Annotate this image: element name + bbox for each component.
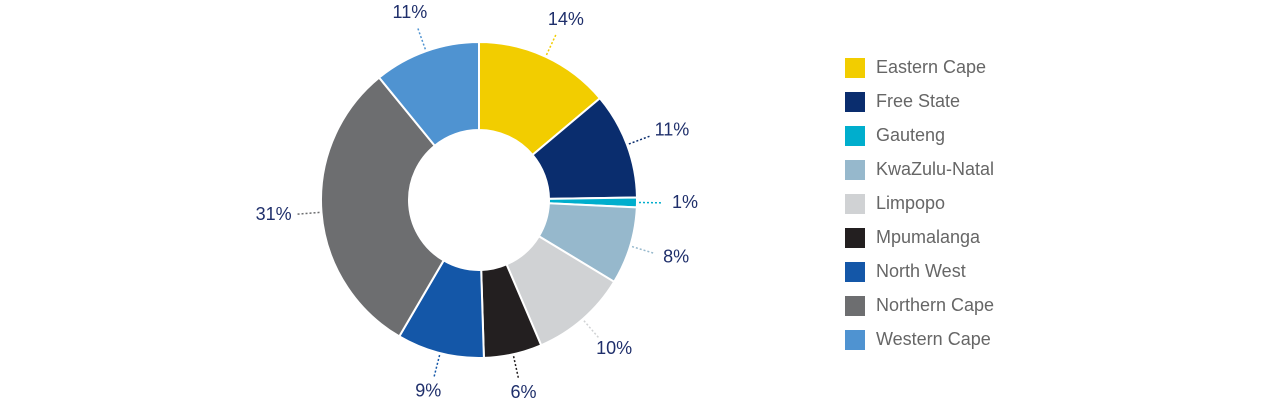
leader-line — [545, 34, 557, 56]
value-label: 11% — [393, 2, 428, 22]
slice — [478, 40, 602, 157]
leader-line — [628, 135, 650, 145]
leader-line — [631, 245, 654, 254]
value-label: 31% — [256, 204, 292, 224]
legend-swatch — [845, 58, 865, 78]
value-label: 1% — [672, 192, 698, 212]
legend-label: KwaZulu-Natal — [876, 159, 994, 179]
value-label: 9% — [415, 381, 441, 401]
legend-swatch — [845, 126, 865, 146]
legend-label: Limpopo — [876, 193, 945, 213]
value-label: 10% — [596, 338, 632, 358]
legend-swatch — [845, 296, 865, 316]
legend-swatch — [845, 262, 865, 282]
legend-label: Western Cape — [876, 329, 991, 349]
leader-line — [417, 28, 427, 50]
value-label: 6% — [510, 382, 536, 402]
legend-label: Mpumalanga — [876, 227, 981, 247]
legend-label: Free State — [876, 91, 960, 111]
legend-label: Northern Cape — [876, 295, 994, 315]
legend-label: Gauteng — [876, 125, 945, 145]
leader-line — [583, 320, 599, 338]
leader-line — [297, 211, 320, 215]
value-label: 8% — [663, 246, 689, 266]
legend-label: North West — [876, 261, 966, 281]
legend-label: Eastern Cape — [876, 57, 986, 77]
leader-line — [433, 354, 441, 377]
slice — [320, 76, 446, 338]
legend-swatch — [845, 194, 865, 214]
legend-swatch — [845, 92, 865, 112]
value-label: 11% — [655, 119, 690, 139]
value-label: 14% — [548, 9, 584, 29]
leader-line — [512, 356, 520, 378]
legend-swatch — [845, 160, 865, 180]
legend-swatch — [845, 228, 865, 248]
legend-swatch — [845, 330, 865, 350]
slice — [377, 40, 480, 148]
